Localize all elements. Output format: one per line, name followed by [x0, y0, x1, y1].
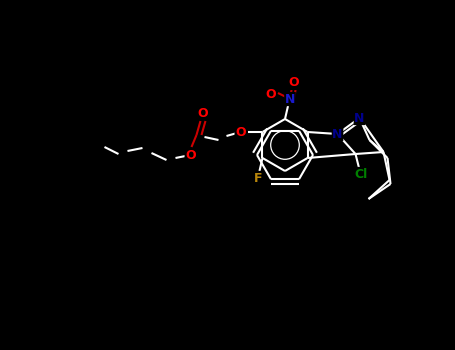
Text: O: O [185, 148, 196, 161]
Text: N: N [354, 112, 365, 125]
Text: O: O [288, 77, 299, 90]
Text: F: F [254, 172, 263, 184]
Text: Cl: Cl [354, 168, 367, 181]
Text: N: N [285, 92, 295, 105]
Text: O: O [197, 106, 208, 119]
Text: O: O [235, 126, 246, 139]
Text: O: O [266, 88, 276, 100]
Text: N: N [332, 127, 343, 140]
